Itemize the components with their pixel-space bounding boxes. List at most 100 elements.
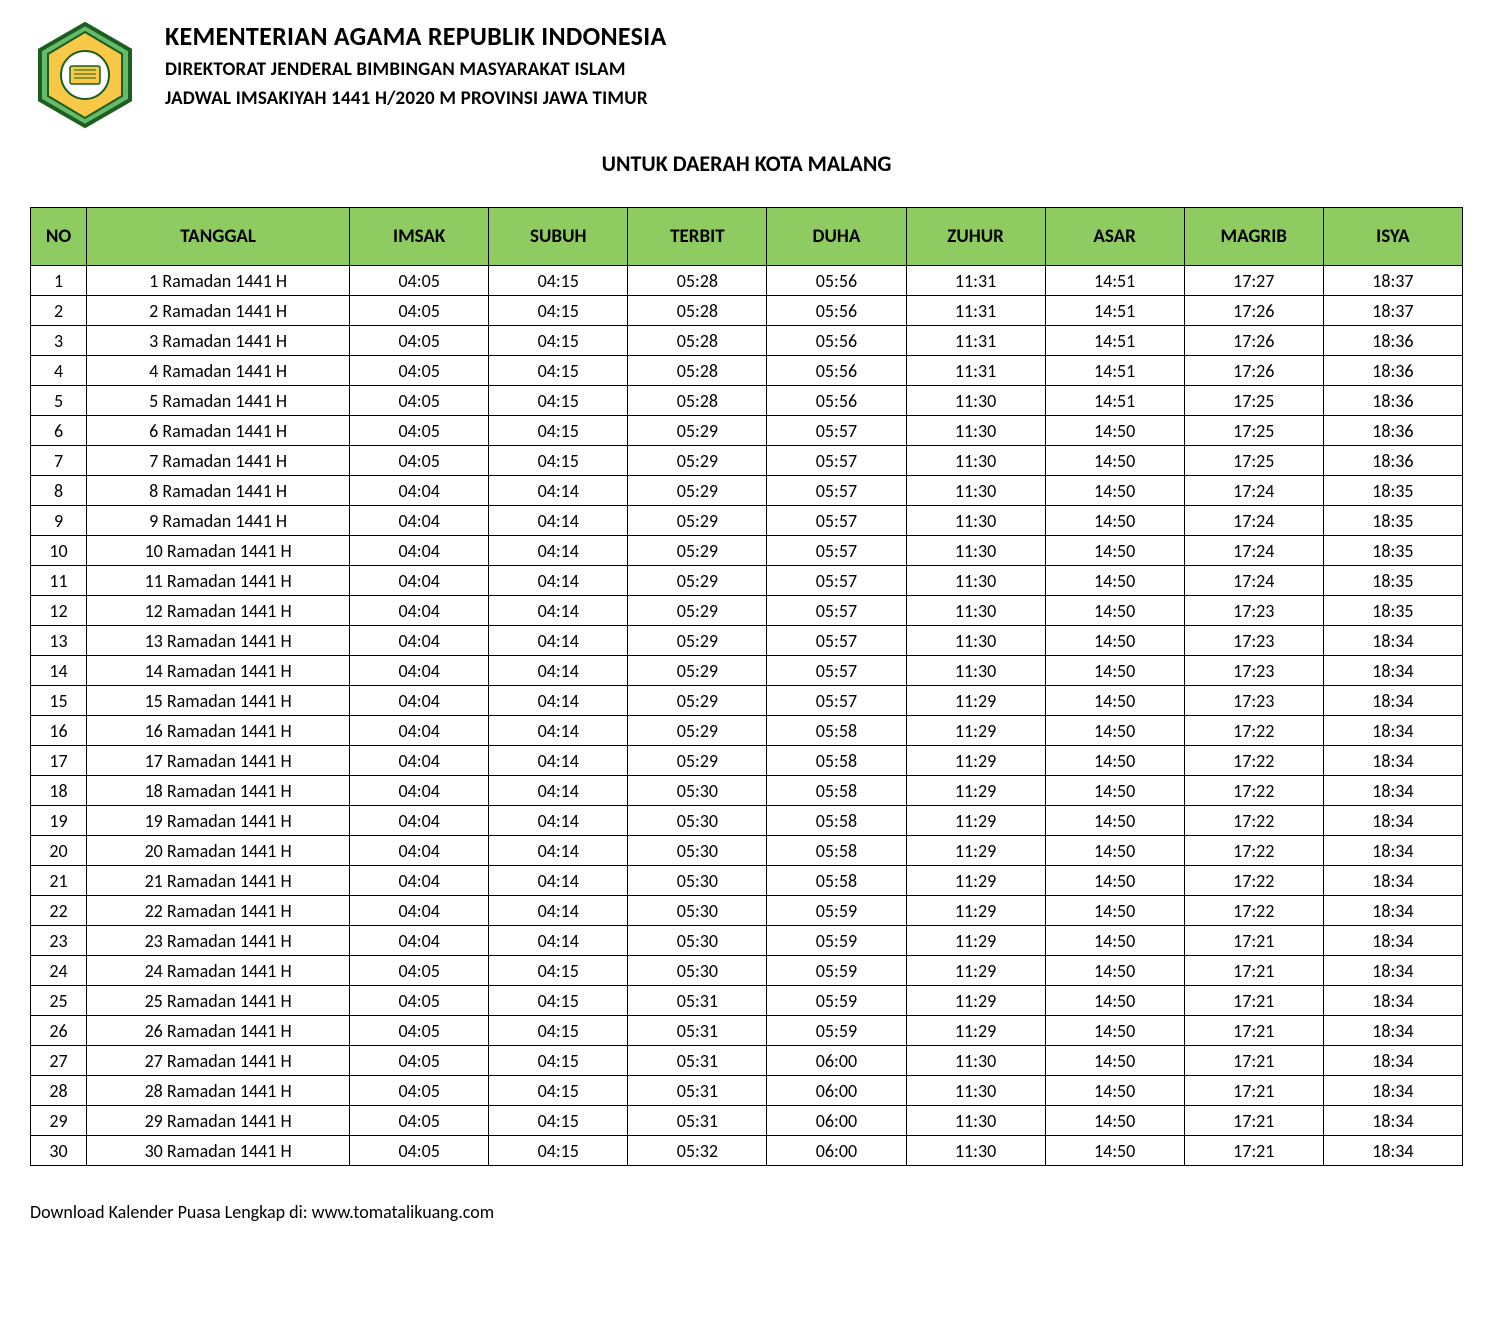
- cell: 14:50: [1045, 956, 1184, 986]
- cell: 10 Ramadan 1441 H: [87, 536, 350, 566]
- table-row: 22 Ramadan 1441 H04:0504:1505:2805:5611:…: [31, 296, 1463, 326]
- cell: 18:35: [1323, 476, 1462, 506]
- cell: 04:14: [489, 806, 628, 836]
- cell: 04:05: [350, 1046, 489, 1076]
- cell: 11:30: [906, 1106, 1045, 1136]
- cell: 18:35: [1323, 506, 1462, 536]
- cell: 04:15: [489, 386, 628, 416]
- cell: 04:05: [350, 1016, 489, 1046]
- cell: 17:21: [1184, 1106, 1323, 1136]
- cell: 18:36: [1323, 326, 1462, 356]
- table-row: 1414 Ramadan 1441 H04:0404:1405:2905:571…: [31, 656, 1463, 686]
- cell: 04:04: [350, 776, 489, 806]
- cell: 04:05: [350, 326, 489, 356]
- table-row: 2020 Ramadan 1441 H04:0404:1405:3005:581…: [31, 836, 1463, 866]
- cell: 04:15: [489, 1136, 628, 1166]
- cell: 17:22: [1184, 866, 1323, 896]
- cell: 14:50: [1045, 746, 1184, 776]
- cell: 04:14: [489, 776, 628, 806]
- cell: 17 Ramadan 1441 H: [87, 746, 350, 776]
- cell: 17:21: [1184, 1076, 1323, 1106]
- cell: 17:26: [1184, 326, 1323, 356]
- cell: 28 Ramadan 1441 H: [87, 1076, 350, 1106]
- cell: 04:05: [350, 1106, 489, 1136]
- cell: 05:58: [767, 866, 906, 896]
- cell: 19: [31, 806, 87, 836]
- cell: 05:30: [628, 866, 767, 896]
- cell: 04:04: [350, 536, 489, 566]
- cell: 17:23: [1184, 686, 1323, 716]
- table-row: 1616 Ramadan 1441 H04:0404:1405:2905:581…: [31, 716, 1463, 746]
- cell: 04:14: [489, 596, 628, 626]
- cell: 11:29: [906, 746, 1045, 776]
- cell: 19 Ramadan 1441 H: [87, 806, 350, 836]
- cell: 14:50: [1045, 1136, 1184, 1166]
- cell: 18:34: [1323, 1106, 1462, 1136]
- cell: 05:29: [628, 536, 767, 566]
- cell: 27: [31, 1046, 87, 1076]
- ministry-logo: [30, 20, 140, 130]
- cell: 04:04: [350, 716, 489, 746]
- cell: 14:51: [1045, 266, 1184, 296]
- cell: 14:51: [1045, 356, 1184, 386]
- cell: 05:30: [628, 806, 767, 836]
- cell: 22 Ramadan 1441 H: [87, 896, 350, 926]
- cell: 05:30: [628, 896, 767, 926]
- cell: 18 Ramadan 1441 H: [87, 776, 350, 806]
- cell: 18:34: [1323, 626, 1462, 656]
- table-row: 1818 Ramadan 1441 H04:0404:1405:3005:581…: [31, 776, 1463, 806]
- table-row: 1212 Ramadan 1441 H04:0404:1405:2905:571…: [31, 596, 1463, 626]
- cell: 11:29: [906, 896, 1045, 926]
- cell: 17:21: [1184, 1136, 1323, 1166]
- cell: 14:50: [1045, 1076, 1184, 1106]
- cell: 04:15: [489, 986, 628, 1016]
- cell: 14:50: [1045, 1046, 1184, 1076]
- cell: 04:15: [489, 1076, 628, 1106]
- cell: 04:14: [489, 536, 628, 566]
- cell: 05:56: [767, 296, 906, 326]
- cell: 05:30: [628, 956, 767, 986]
- cell: 04:05: [350, 386, 489, 416]
- cell: 04:15: [489, 296, 628, 326]
- table-row: 66 Ramadan 1441 H04:0504:1505:2905:5711:…: [31, 416, 1463, 446]
- cell: 14:50: [1045, 986, 1184, 1016]
- cell: 11:29: [906, 776, 1045, 806]
- col-header-isya: ISYA: [1323, 208, 1462, 266]
- cell: 06:00: [767, 1106, 906, 1136]
- cell: 18:34: [1323, 836, 1462, 866]
- cell: 05:28: [628, 266, 767, 296]
- cell: 24 Ramadan 1441 H: [87, 956, 350, 986]
- cell: 14: [31, 656, 87, 686]
- cell: 4: [31, 356, 87, 386]
- cell: 04:15: [489, 446, 628, 476]
- cell: 17:24: [1184, 506, 1323, 536]
- cell: 14:50: [1045, 596, 1184, 626]
- cell: 18:34: [1323, 686, 1462, 716]
- table-row: 2424 Ramadan 1441 H04:0504:1505:3005:591…: [31, 956, 1463, 986]
- cell: 05:58: [767, 836, 906, 866]
- cell: 11:29: [906, 956, 1045, 986]
- cell: 05:58: [767, 746, 906, 776]
- table-row: 2525 Ramadan 1441 H04:0504:1505:3105:591…: [31, 986, 1463, 1016]
- cell: 11:29: [906, 986, 1045, 1016]
- cell: 14:50: [1045, 626, 1184, 656]
- cell: 04:05: [350, 986, 489, 1016]
- region-title: UNTUK DAERAH KOTA MALANG: [30, 150, 1463, 177]
- cell: 14:50: [1045, 416, 1184, 446]
- cell: 04:05: [350, 1076, 489, 1106]
- cell: 23: [31, 926, 87, 956]
- cell: 04:15: [489, 326, 628, 356]
- cell: 04:04: [350, 566, 489, 596]
- cell: 11:29: [906, 686, 1045, 716]
- cell: 17:22: [1184, 896, 1323, 926]
- cell: 11:29: [906, 1016, 1045, 1046]
- cell: 7 Ramadan 1441 H: [87, 446, 350, 476]
- cell: 05:30: [628, 776, 767, 806]
- cell: 11:30: [906, 536, 1045, 566]
- cell: 29 Ramadan 1441 H: [87, 1106, 350, 1136]
- cell: 11:29: [906, 716, 1045, 746]
- cell: 27 Ramadan 1441 H: [87, 1046, 350, 1076]
- cell: 13: [31, 626, 87, 656]
- cell: 11:31: [906, 356, 1045, 386]
- cell: 18:34: [1323, 1046, 1462, 1076]
